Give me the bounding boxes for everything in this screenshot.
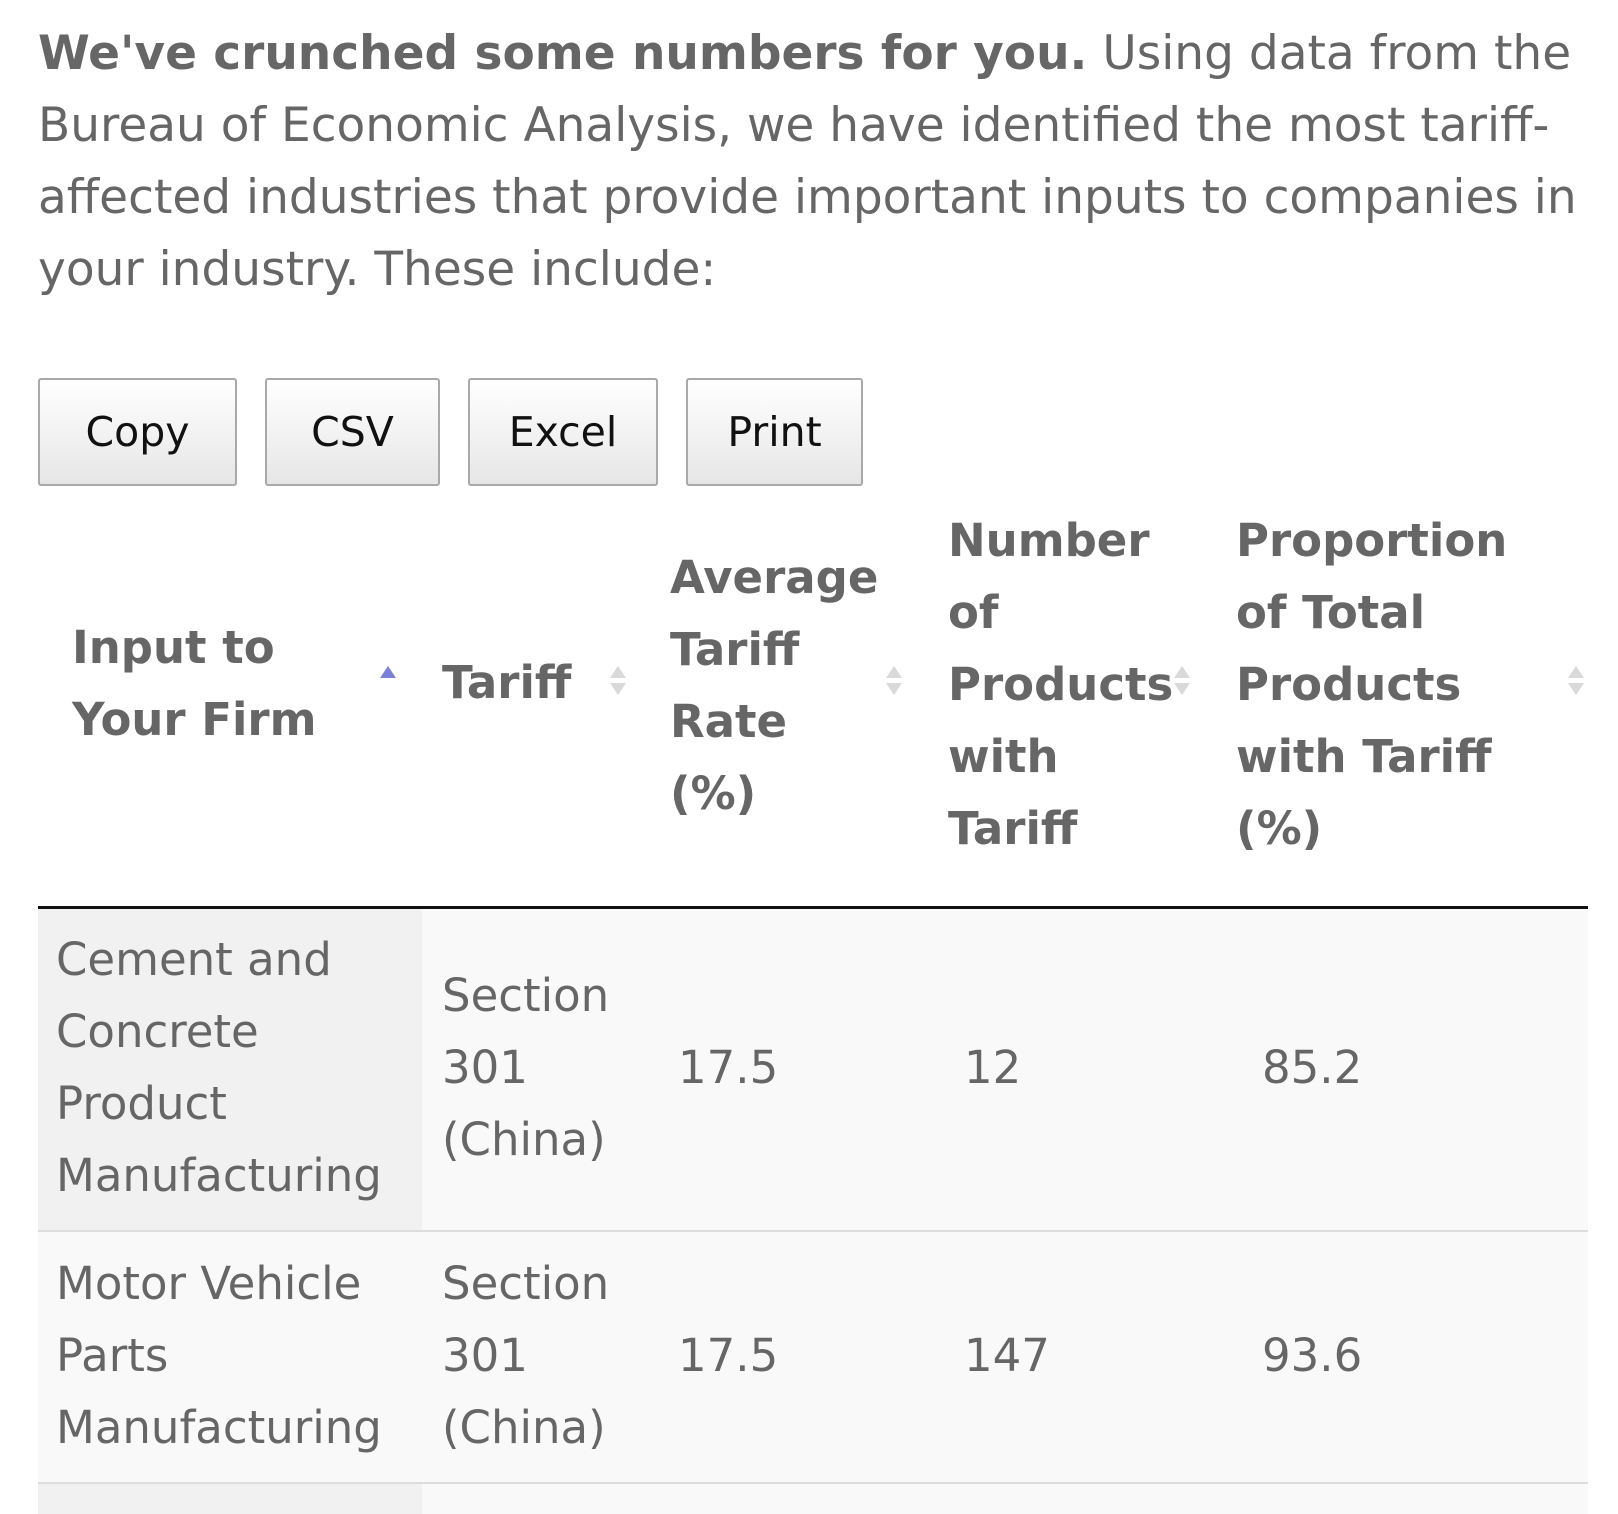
table-header: Input to Your Firm Tariff Average Tariff… [38,514,1588,909]
tariff-table: Input to Your Firm Tariff Average Tariff… [38,514,1588,1514]
table-row [38,1484,1588,1514]
header-line: of [948,586,999,639]
header-line: Products [1236,658,1462,711]
header-line: (%) [1236,802,1323,855]
cell-input-to-your-firm: Motor Vehicle Parts Manufacturing [56,1248,382,1464]
cell-line: Manufacturing [56,1401,382,1454]
excel-button[interactable]: Excel [468,378,658,486]
cell-line: Concrete [56,1005,259,1058]
header-line: Proportion [1236,514,1508,567]
cell-tariff: Section 301 (China) [442,1248,609,1464]
copy-button[interactable]: Copy [38,378,237,486]
cell-line: 301 [442,1041,528,1094]
cell-proportion: 93.6 [1262,1329,1363,1382]
header-number-of-products[interactable]: Number of Products with Tariff [948,505,1173,865]
cell-line: Manufacturing [56,1149,382,1202]
header-line: Your Firm [72,693,317,746]
cell-line: (China) [442,1401,606,1454]
cell-line: (China) [442,1113,606,1166]
table-row: Cement and Concrete Product Manufacturin… [38,909,1588,1232]
intro-paragraph: We've crunched some numbers for you. Usi… [38,18,1598,306]
header-proportion-of-total-products[interactable]: Proportion of Total Products with Tariff… [1236,505,1507,865]
row-input-cell [38,1484,422,1514]
header-line: Average [670,551,879,604]
header-input-to-your-firm[interactable]: Input to Your Firm [72,612,317,756]
header-line: with [948,730,1059,783]
sort-both-icon[interactable] [1174,666,1190,698]
intro-line-1: Using data from the [1087,26,1572,81]
header-line: Products [948,658,1174,711]
cell-line: Cement and [56,933,332,986]
row-input-cell [38,1232,422,1482]
cell-proportion: 85.2 [1262,1041,1363,1094]
header-line: (%) [670,767,757,820]
header-average-tariff-rate[interactable]: Average Tariff Rate (%) [670,542,878,830]
header-tariff[interactable]: Tariff [442,647,571,719]
cell-line: Product [56,1077,227,1130]
cell-line: Section [442,969,610,1022]
cell-line: Motor Vehicle [56,1257,362,1310]
print-button[interactable]: Print [686,378,863,486]
intro-line-2: Bureau of Economic Analysis, we have ide… [38,98,1550,153]
header-line: of Total [1236,586,1426,639]
csv-button[interactable]: CSV [265,378,440,486]
sort-both-icon[interactable] [1568,666,1584,698]
sort-both-icon[interactable] [610,666,626,698]
cell-tariff: Section 301 (China) [442,960,609,1176]
header-line: with Tariff [1236,730,1492,783]
cell-line: Parts [56,1329,169,1382]
table-row: Motor Vehicle Parts Manufacturing Sectio… [38,1232,1588,1484]
sort-ascending-icon[interactable] [380,666,396,698]
intro-bold-lead: We've crunched some numbers for you. [38,26,1088,81]
sort-both-icon[interactable] [886,666,902,698]
header-line: Tariff [442,656,572,709]
header-line: Tariff [670,623,800,676]
cell-average-tariff-rate: 17.5 [678,1329,779,1382]
header-line: Tariff [948,802,1078,855]
header-line: Input to [72,621,275,674]
intro-line-4: your industry. These include: [38,242,717,297]
cell-line: 301 [442,1329,528,1382]
header-line: Rate [670,695,788,748]
cell-input-to-your-firm: Cement and Concrete Product Manufacturin… [56,924,382,1212]
cell-number-of-products: 147 [964,1329,1050,1382]
cell-number-of-products: 12 [964,1041,1022,1094]
cell-average-tariff-rate: 17.5 [678,1041,779,1094]
row-input-cell [38,909,422,1230]
intro-line-3: affected industries that provide importa… [38,170,1577,225]
header-line: Number [948,514,1150,567]
cell-line: Section [442,1257,610,1310]
